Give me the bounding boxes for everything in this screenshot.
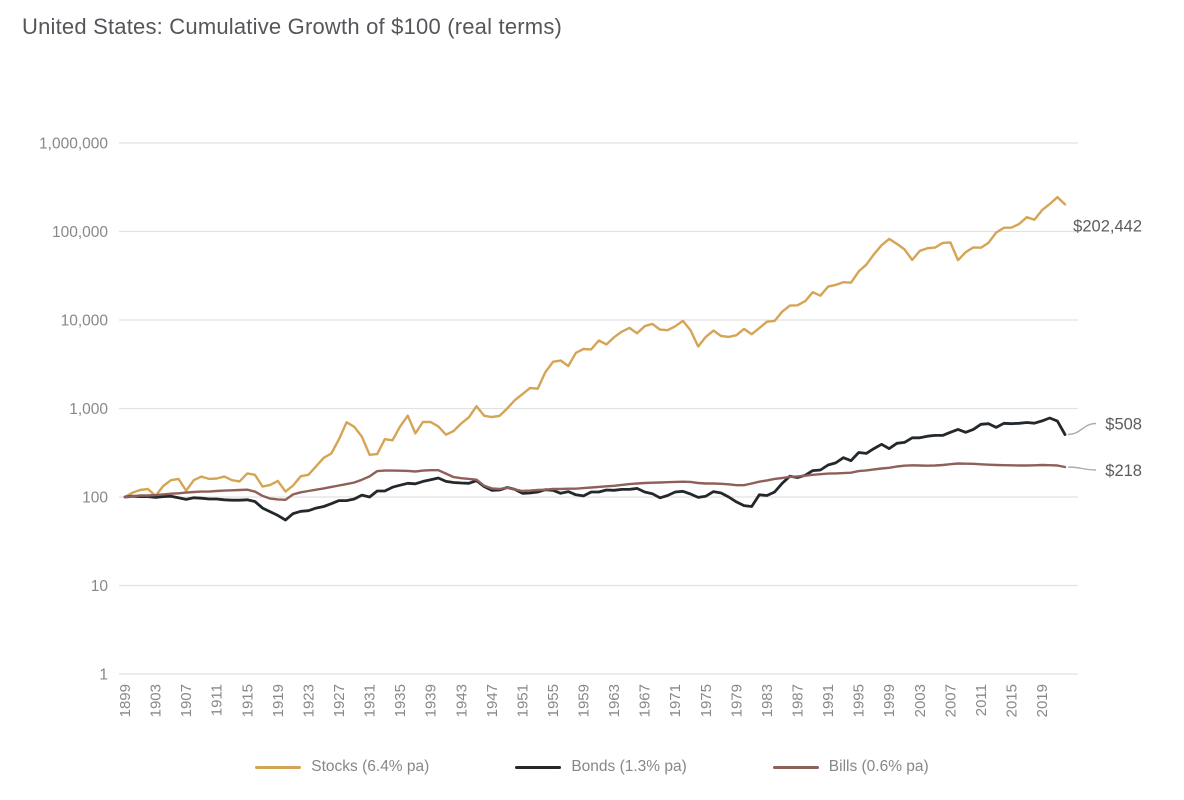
stocks-line-swatch (255, 765, 302, 769)
series-line-stocks (123, 195, 1067, 499)
x-tick-label: 1943 (453, 684, 470, 717)
legend-item-bills: Bills (0.6% pa) (772, 758, 929, 776)
x-tick-label: 2007 (942, 684, 959, 717)
x-tick-label: 1907 (178, 684, 195, 717)
x-tick-label: 1911 (209, 684, 226, 716)
x-tick-label: 1939 (423, 684, 440, 717)
y-tick-label: 10,000 (61, 313, 109, 330)
x-tick-label: 1991 (820, 684, 837, 717)
x-tick-label: 1995 (851, 684, 868, 717)
end-label-connector-bills (1067, 466, 1097, 471)
chart-title: United States: Cumulative Growth of $100… (22, 14, 563, 39)
legend-item-bonds: Bonds (1.3% pa) (515, 758, 687, 776)
x-tick-label: 1935 (392, 684, 409, 717)
x-tick-label: 2019 (1034, 684, 1051, 717)
end-value-label-stocks: $202,442 (1073, 217, 1142, 235)
legend-label-bonds: Bonds (1.3% pa) (571, 758, 687, 775)
x-tick-label: 1967 (637, 684, 654, 717)
x-tick-label: 1931 (362, 684, 379, 717)
x-tick-label: 1927 (331, 684, 348, 717)
x-tick-label: 1923 (300, 684, 317, 717)
x-tick-label: 2011 (973, 684, 990, 716)
y-tick-label: 1,000 (69, 401, 108, 418)
series-line-bonds (123, 416, 1067, 522)
series-line-bills (123, 462, 1067, 501)
y-tick-label: 100 (82, 490, 108, 507)
x-tick-label: 1975 (698, 684, 715, 717)
end-value-label-bonds: $508 (1105, 416, 1142, 434)
legend-label-stocks: Stocks (6.4% pa) (311, 758, 430, 775)
legend: Stocks (6.4% pa) Bonds (1.3% pa) Bills (… (0, 750, 1184, 784)
x-tick-label: 1915 (239, 684, 256, 717)
x-tick-label: 1971 (667, 684, 684, 717)
x-tick-label: 1903 (148, 684, 165, 717)
x-tick-label: 1919 (270, 684, 287, 717)
x-tick-label: 1979 (728, 684, 745, 717)
x-tick-label: 1959 (576, 684, 593, 717)
x-tick-label: 1951 (514, 684, 531, 717)
x-tick-label: 1983 (759, 684, 776, 717)
x-tick-label: 2003 (912, 684, 929, 717)
y-tick-label: 1 (99, 667, 108, 684)
x-tick-label: 2015 (1004, 684, 1021, 717)
x-tick-label: 1999 (881, 684, 898, 717)
end-value-label-bills: $218 (1105, 462, 1142, 480)
x-tick-label: 1987 (790, 684, 807, 717)
end-label-connector-bonds (1067, 422, 1097, 436)
x-tick-label: 1963 (606, 684, 623, 717)
y-tick-label: 10 (91, 578, 109, 595)
chart-svg: 1 10 100 1,000 10,000 100,000 1,000,000 1899 190… (39, 136, 1142, 718)
legend-label-bills: Bills (0.6% pa) (828, 758, 929, 775)
y-tick-label: 1,000,000 (39, 136, 108, 153)
bills-line-swatch (772, 765, 819, 769)
x-tick-label: 1955 (545, 684, 562, 717)
bonds-line-swatch (515, 765, 562, 769)
legend-item-stocks: Stocks (6.4% pa) (255, 758, 429, 776)
y-tick-label: 100,000 (52, 224, 108, 241)
x-tick-label: 1947 (484, 684, 501, 717)
x-tick-label: 1899 (117, 684, 134, 717)
